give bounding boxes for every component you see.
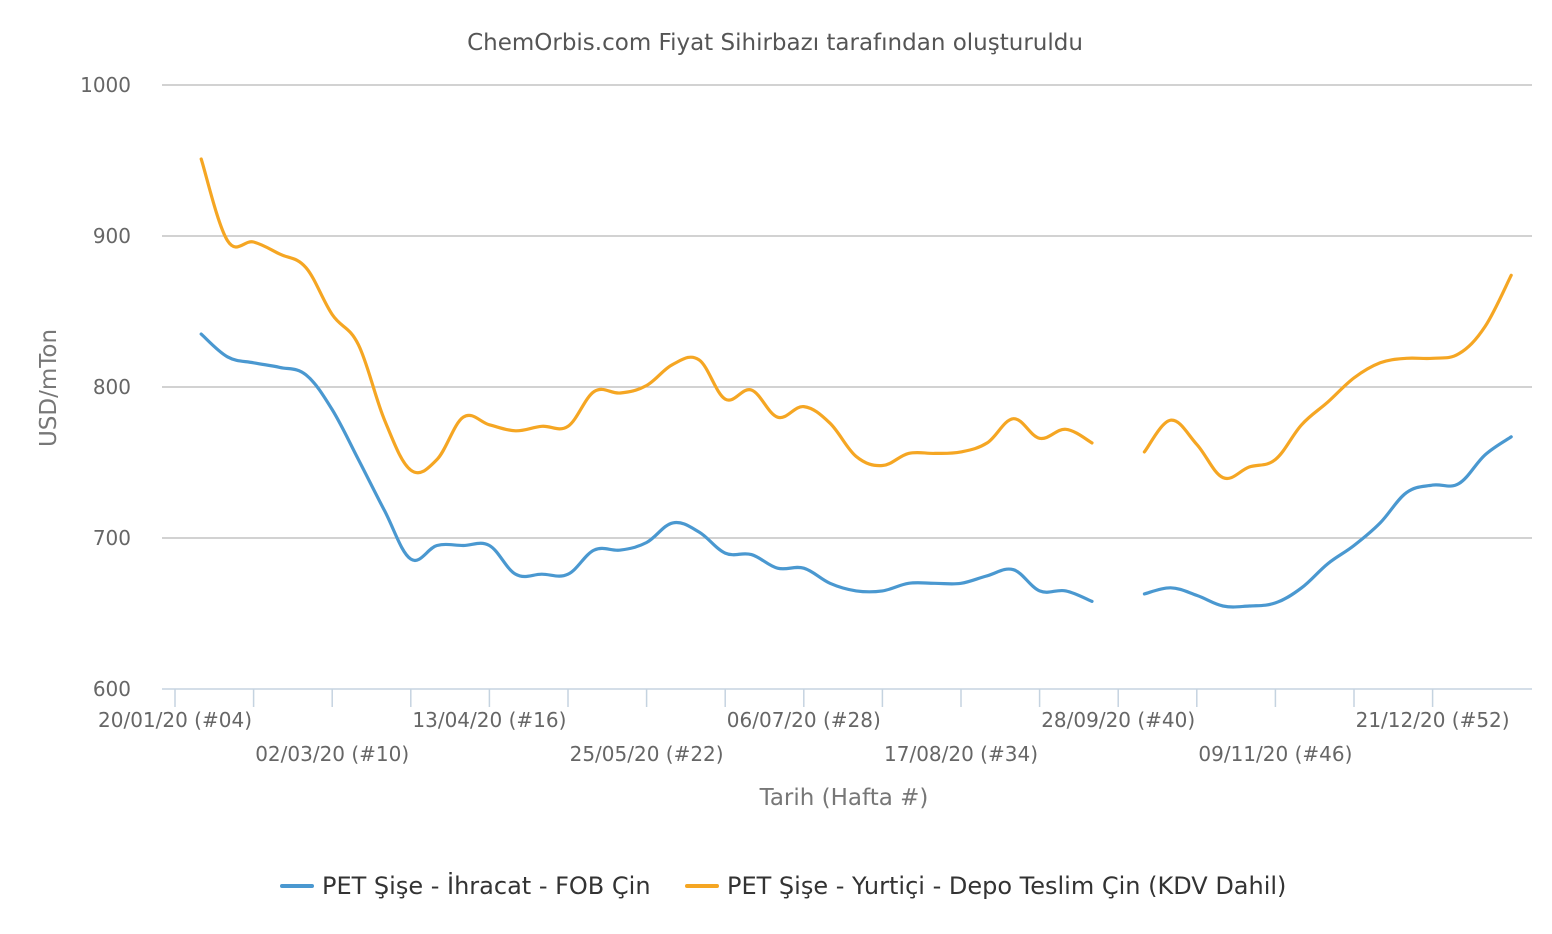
y-axis-title: USD/mTon (36, 329, 62, 447)
x-tick-label: 20/01/20 (#04) (98, 708, 252, 732)
y-tick-label: 1000 (80, 73, 131, 97)
legend[interactable]: PET Şişe - İhracat - FOB Çin PET Şişe - Y… (280, 871, 1286, 900)
x-tick-label: 06/07/20 (#28) (727, 708, 881, 732)
chart-title: ChemOrbis.com Fiyat Sihirbazı tarafından… (467, 30, 1083, 56)
x-tick-label: 25/05/20 (#22) (570, 742, 724, 766)
x-tick-label: 21/12/20 (#52) (1356, 708, 1510, 732)
series-line-1-segment-1 (199, 332, 1094, 603)
x-tick-label: 13/04/20 (#16) (412, 708, 566, 732)
series-lines (199, 157, 1513, 609)
legend-item-1[interactable]: PET Şişe - İhracat - FOB Çin (280, 871, 651, 900)
grid (162, 84, 1532, 539)
y-tick-label: 900 (93, 224, 131, 248)
series-line-2-segment-2 (1142, 273, 1513, 481)
x-axis: 20/01/20 (#04)02/03/20 (#10)13/04/20 (#1… (98, 688, 1532, 766)
y-axis: 600 700 800 900 1000 (80, 73, 131, 701)
y-tick-label: 600 (93, 677, 131, 701)
legend-label: PET Şişe - İhracat - FOB Çin (322, 871, 651, 900)
x-tick-label: 17/08/20 (#34) (884, 742, 1038, 766)
x-tick-label: 02/03/20 (#10) (255, 742, 409, 766)
legend-item-2[interactable]: PET Şişe - Yurtiçi - Depo Teslim Çin (KD… (685, 872, 1286, 900)
y-tick-label: 700 (93, 526, 131, 550)
x-tick-label: 28/09/20 (#40) (1041, 708, 1195, 732)
x-axis-title: Tarih (Hafta #) (759, 785, 929, 811)
x-tick-label: 09/11/20 (#46) (1198, 742, 1352, 766)
series-line-1-segment-2 (1142, 435, 1513, 609)
series-line-2-segment-1 (199, 157, 1094, 475)
legend-label: PET Şişe - Yurtiçi - Depo Teslim Çin (KD… (727, 872, 1286, 900)
y-tick-label: 800 (93, 375, 131, 399)
